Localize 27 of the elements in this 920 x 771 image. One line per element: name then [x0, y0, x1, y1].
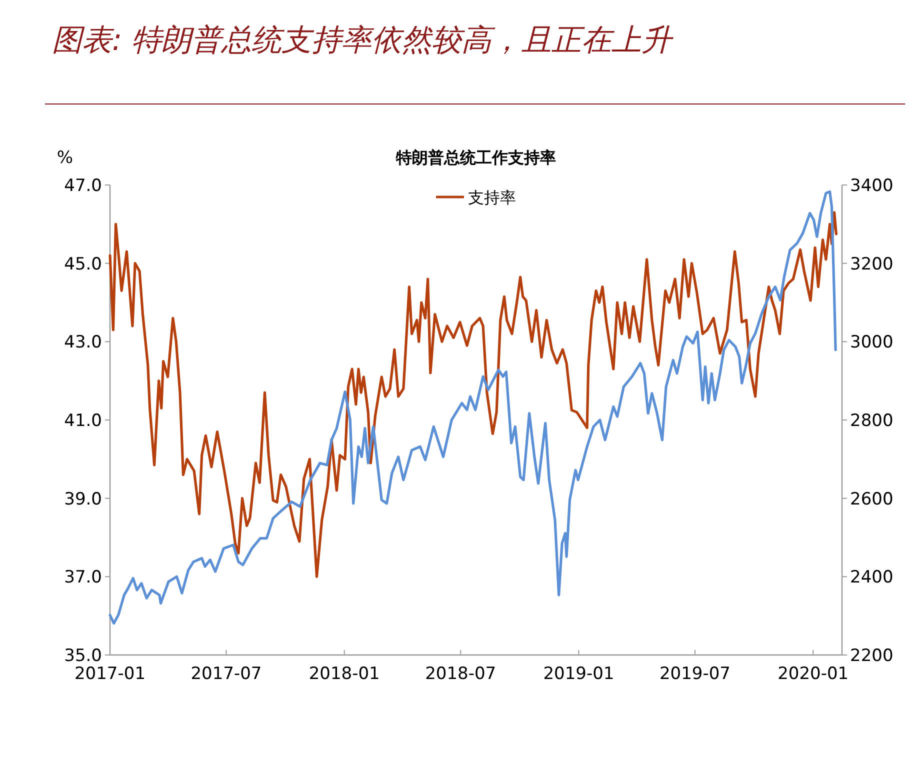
y2-tick-label: 2600 [850, 489, 894, 510]
y-tick-label: 41.0 [64, 411, 102, 431]
x-tick-label: 2017-01 [74, 664, 146, 684]
y2-tick-label: 2400 [850, 568, 894, 588]
line-series [108, 190, 837, 625]
y-axis-title: % [56, 148, 74, 168]
chart-subtitle: 特朗普总统工作支持率 [395, 148, 556, 167]
y-tick-label: 47.0 [64, 176, 102, 196]
x-tick-label: 2018-07 [425, 664, 496, 684]
y-tick-label: 37.0 [64, 568, 102, 588]
x-tick-label: 2019-01 [543, 664, 614, 684]
y2-tick-label: 3400 [850, 176, 894, 196]
y-tick-label: 39.0 [64, 489, 102, 510]
x-tick-label: 2018-01 [308, 664, 380, 684]
chart-title: 图表: 特朗普总统支持率依然较高，且正在上升 [52, 23, 674, 58]
y2-tick-label: 3000 [850, 332, 894, 353]
y2-tick-label: 3200 [850, 254, 894, 274]
y-tick-label: 45.0 [64, 254, 102, 274]
y-tick-label: 43.0 [64, 332, 102, 353]
line-series [108, 211, 838, 578]
y-tick-label: 35.0 [64, 646, 102, 666]
x-tick-label: 2020-01 [778, 664, 849, 684]
legend-label: 支持率 [468, 188, 516, 207]
y2-tick-label: 2800 [850, 411, 894, 431]
x-tick-label: 2019-07 [659, 664, 730, 684]
x-tick-label: 2017-07 [190, 664, 262, 684]
y2-tick-label: 2200 [850, 646, 894, 666]
